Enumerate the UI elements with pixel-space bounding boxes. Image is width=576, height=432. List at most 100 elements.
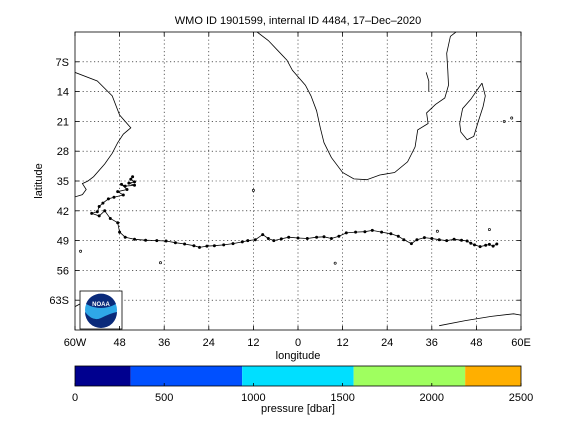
colorbar-tick-label: 500 xyxy=(155,392,173,404)
track-point xyxy=(123,184,127,188)
x-tick-label: 0 xyxy=(295,337,301,349)
colorbar-segment xyxy=(130,366,243,386)
track-point xyxy=(246,239,250,243)
track-point xyxy=(133,183,136,187)
y-tick-label: 7S xyxy=(56,57,69,69)
track-point xyxy=(173,241,177,245)
track-point xyxy=(329,237,333,240)
track-point xyxy=(192,244,196,248)
track-point xyxy=(133,237,136,241)
track-point xyxy=(272,239,276,243)
y-tick-label: 42 xyxy=(57,206,69,218)
track-point xyxy=(465,239,469,243)
coastline xyxy=(439,313,521,327)
track-point xyxy=(279,237,283,241)
track-point xyxy=(460,238,463,242)
track-point xyxy=(133,180,136,184)
track-point xyxy=(415,238,419,242)
track-point xyxy=(144,238,148,242)
y-tick-label: 49 xyxy=(57,236,69,248)
track-point xyxy=(116,221,120,225)
track-point xyxy=(97,214,101,218)
track-point xyxy=(430,237,434,240)
track-point xyxy=(487,242,491,246)
island xyxy=(333,261,337,265)
noaa-logo: NOAA xyxy=(79,290,123,330)
track-point xyxy=(101,201,105,205)
track-point xyxy=(95,210,99,214)
y-axis-label: latitude xyxy=(33,163,45,198)
pressure-colorbar: 0 500 1000 1500 2000 2500 xyxy=(72,365,533,404)
x-tick-label: 60W xyxy=(64,337,87,349)
track-point xyxy=(322,235,326,239)
track-point xyxy=(296,236,300,240)
y-tick-label: 21 xyxy=(57,116,69,128)
axis-ticks: 60W 48 36 24 12 0 12 24 36 48 60E 7S 14 21 28 35 42 49 56 6… xyxy=(49,32,531,349)
track-point xyxy=(253,238,257,242)
map-grid xyxy=(75,32,521,330)
coastline xyxy=(425,72,430,92)
coastline xyxy=(459,82,486,141)
track-point xyxy=(108,217,112,220)
x-tick-label: 24 xyxy=(203,337,215,349)
track-point xyxy=(120,182,123,186)
track-point xyxy=(409,242,413,246)
track-point xyxy=(164,239,168,243)
colorbar-segment xyxy=(242,366,354,386)
x-tick-label: 12 xyxy=(336,337,348,349)
track-point xyxy=(266,237,270,240)
track-point xyxy=(205,244,209,248)
track-point xyxy=(389,232,393,236)
track-point xyxy=(484,243,488,247)
track-point xyxy=(231,242,235,246)
map-plot-area: NOAA 60W 48 36 24 12 0 12 24 36 48 60E 7S 14 21 28 35 42… xyxy=(49,31,531,349)
track-point xyxy=(380,230,384,234)
track-point xyxy=(495,242,499,246)
x-tick-label: 48 xyxy=(470,337,482,349)
track-point xyxy=(116,190,120,194)
track-point xyxy=(127,181,131,185)
y-tick-label: 56 xyxy=(57,265,69,277)
colorbar-segment xyxy=(465,366,521,386)
track-point xyxy=(315,235,319,239)
colorbar-segment xyxy=(75,366,131,386)
track-point xyxy=(402,238,406,242)
track-point xyxy=(261,233,265,237)
colorbar-segment xyxy=(353,366,466,386)
track-point xyxy=(198,245,201,249)
track-point xyxy=(240,240,244,244)
coastlines xyxy=(75,32,521,327)
track-point xyxy=(452,237,456,241)
island xyxy=(487,228,491,231)
x-tick-label: 36 xyxy=(158,337,170,349)
island xyxy=(502,119,506,123)
x-tick-label: 12 xyxy=(247,337,259,349)
track-point xyxy=(106,197,110,201)
track-point xyxy=(491,244,495,248)
track-point xyxy=(473,243,476,247)
track-point xyxy=(183,242,187,246)
track-point xyxy=(222,243,226,247)
track-point xyxy=(103,209,107,213)
island xyxy=(251,188,255,192)
y-tick-label: 14 xyxy=(57,87,69,99)
track-point xyxy=(354,230,358,234)
coastline xyxy=(75,72,132,198)
track-point xyxy=(129,177,133,181)
coastline xyxy=(256,32,457,181)
track-point xyxy=(287,235,291,239)
y-tick-label: 28 xyxy=(57,146,69,158)
x-tick-label: 36 xyxy=(426,337,438,349)
colorbar-tick-label: 1000 xyxy=(241,392,265,404)
track-point xyxy=(155,239,159,243)
colorbar-tick-label: 2000 xyxy=(420,392,444,404)
colorbar-tick-label: 1500 xyxy=(330,392,354,404)
island xyxy=(435,229,439,233)
island xyxy=(159,261,162,265)
track-point xyxy=(469,241,473,245)
track-point xyxy=(344,231,348,235)
svg-text:NOAA: NOAA xyxy=(92,302,110,308)
track-point xyxy=(422,236,426,240)
track-point xyxy=(123,235,127,239)
